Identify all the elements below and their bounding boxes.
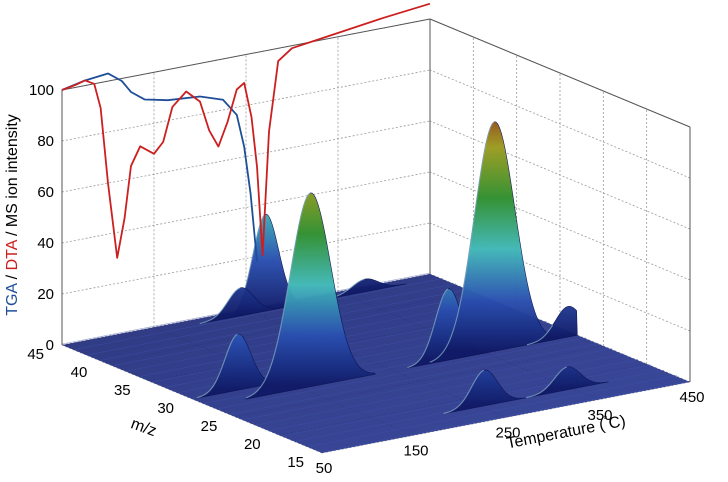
ms-peak-highlight xyxy=(245,192,311,399)
z-tick-label: 100 xyxy=(29,82,54,99)
y-tick-label: 20 xyxy=(244,436,261,453)
z-tick-label: 80 xyxy=(37,133,54,150)
y-tick-label: 25 xyxy=(201,418,218,435)
surface-row-line xyxy=(217,337,587,410)
ms-peak-highlight xyxy=(526,324,554,346)
axis-box-line xyxy=(429,18,691,128)
surface-row-line xyxy=(243,348,613,420)
z-axis-label: TGA / DTA / MS ion intensity xyxy=(4,114,21,316)
x-tick-label: 250 xyxy=(495,425,520,442)
z-tick-label: 40 xyxy=(37,235,54,252)
tga-curve xyxy=(61,72,258,262)
x-tick-label: 50 xyxy=(316,460,333,477)
ms-peak-highlight xyxy=(199,287,241,325)
y-tick-label: 45 xyxy=(27,346,44,363)
ms-peak-highlight xyxy=(526,366,567,399)
x-axis-label: Temperature (°C) xyxy=(505,411,627,453)
tga-dta-curves xyxy=(61,2,431,262)
grid-line xyxy=(429,222,691,332)
grid-line xyxy=(321,381,691,454)
axis-box-line xyxy=(61,18,431,91)
y-tick-label: 35 xyxy=(114,382,131,399)
z-tick-label: 0 xyxy=(46,337,54,354)
surface-row-line xyxy=(256,353,626,426)
ms-peak-highlight xyxy=(429,121,495,363)
grid-line xyxy=(429,69,691,179)
surface-row-line xyxy=(87,283,457,356)
grid-line xyxy=(61,222,431,295)
grid-line xyxy=(429,120,691,230)
x-tick-label: 150 xyxy=(403,442,428,459)
tick-labels: 50 150 250 350 450 15 20 25 30 35 40 450 20 40 60 80 100 xyxy=(27,82,704,477)
z-tick-label: 20 xyxy=(37,286,54,303)
y-tick-label: 30 xyxy=(157,400,174,417)
z-tick-label: 60 xyxy=(37,184,54,201)
ms-peak-highlight xyxy=(443,369,485,415)
ms-surface xyxy=(196,121,609,415)
grid-line xyxy=(429,171,691,281)
surface-row-line xyxy=(74,278,444,350)
y-tick-label: 40 xyxy=(71,364,88,381)
grid-line xyxy=(61,69,431,142)
dta-curve xyxy=(61,2,431,259)
ms-peak-highlight xyxy=(196,333,238,399)
y-tick-label: 15 xyxy=(287,454,304,471)
grid-line xyxy=(61,120,431,193)
surface-row-line xyxy=(321,380,691,453)
x-tick-label: 350 xyxy=(587,407,612,424)
ms-peak-highlight xyxy=(407,288,449,369)
y-axis-label: m/z xyxy=(129,415,159,440)
grid-line xyxy=(61,171,431,244)
x-tick-label: 450 xyxy=(679,389,704,406)
surface-row-line xyxy=(230,342,600,415)
surface-row-line xyxy=(308,375,678,447)
